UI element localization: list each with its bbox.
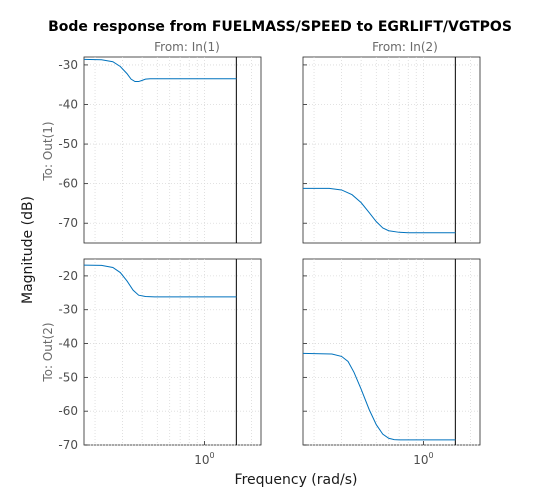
panel-frame [302,56,481,244]
y-axis-label: Magnitude (dB) [20,196,36,304]
x-tick-label: 100 [194,451,214,467]
y-tick-label: -40 [58,337,78,351]
y-tick-label: -60 [58,404,78,418]
magnitude-curve [302,352,456,441]
y-tick-label: -50 [58,370,78,384]
y-tick-label: -70 [58,438,78,452]
panel-frame [83,56,262,244]
panel-out1-in2 [302,56,481,244]
column-title-input-1: From: In(1) [154,40,220,54]
y-tick-label: -30 [58,58,78,72]
y-tick-label: -70 [58,216,78,230]
magnitude-curve [83,58,237,83]
magnitude-curve [303,187,456,234]
panel-frame [83,258,262,446]
row-title-output-2: To: Out(2) [41,322,55,382]
panel-out2-in2: 100 [302,258,481,467]
y-tick-label: -20 [58,269,78,283]
plot-title: Bode response from FUELMASS/SPEED to EGR… [48,19,512,35]
y-tick-label: -60 [58,177,78,191]
y-tick-label: -30 [58,303,78,317]
x-tick-label: 100 [413,451,433,467]
column-title-input-2: From: In(2) [372,40,438,54]
y-tick-label: -40 [58,97,78,111]
panel-grid: -30 -40 -50 -60 -70 -20 -30 -40 -50 -60 -70 100 100 [58,56,481,467]
row-title-output-1: To: Out(1) [41,121,55,181]
panel-frame [302,258,481,446]
panel-out1-in1: -30 -40 -50 -60 -70 [58,56,262,244]
y-tick-label: -50 [58,137,78,151]
panel-out2-in1: -20 -30 -40 -50 -60 -70 100 [58,258,262,467]
magnitude-curve [83,264,237,298]
x-axis-label: Frequency (rad/s) [235,472,358,488]
